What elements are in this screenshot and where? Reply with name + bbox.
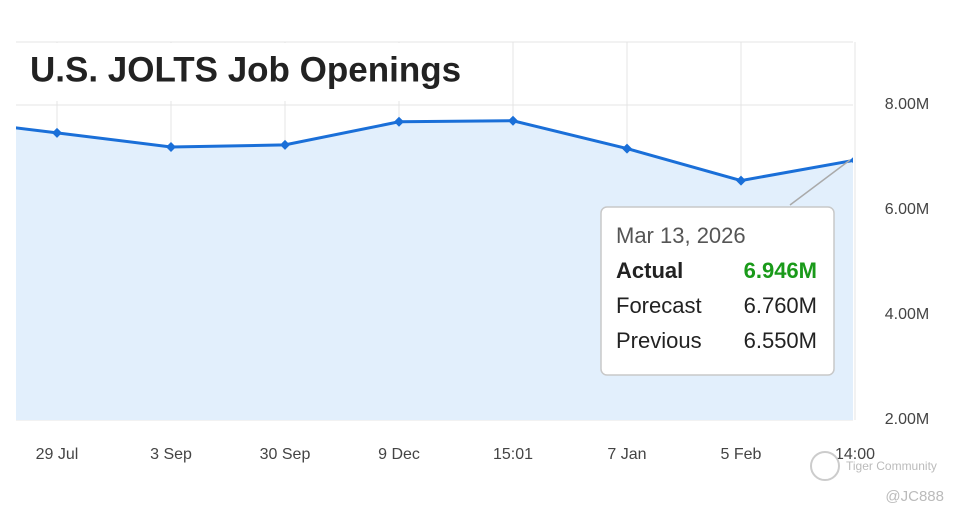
title-bg (16, 43, 506, 101)
tooltip-label: Forecast (616, 293, 702, 318)
watermark-user: @JC888 (885, 488, 944, 505)
point (622, 143, 632, 154)
chart-title: U.S. JOLTS Job Openings (30, 50, 461, 89)
tooltip-value: 6.946M (744, 258, 817, 283)
tooltip-pointer (789, 159, 851, 206)
tooltip-label: Actual (616, 258, 683, 283)
tooltip-date: Mar 13, 2026 (616, 223, 746, 248)
point (850, 157, 853, 164)
y-tick-label: 8.00M (885, 96, 929, 113)
tooltip-value: 6.760M (744, 293, 817, 318)
tooltip-value: 6.550M (744, 328, 817, 353)
watermark-brand: Tiger Community (846, 459, 937, 473)
x-tick-label: 5 Feb (721, 446, 762, 463)
watermark-logo (810, 451, 840, 481)
point (736, 175, 746, 186)
point (280, 139, 290, 150)
y-tick-label: 4.00M (885, 306, 929, 323)
y-tick-label: 6.00M (885, 201, 929, 218)
x-tick-label: 9 Dec (378, 446, 420, 463)
x-tick-label: 15:01 (493, 446, 533, 463)
tooltip-label: Previous (616, 328, 702, 353)
x-tick-label: 3 Sep (150, 446, 192, 463)
x-tick-label: 14:00 (835, 446, 875, 463)
x-tick-label: 29 Jul (36, 446, 79, 463)
point (52, 127, 62, 138)
point (394, 116, 404, 127)
point (508, 115, 518, 126)
x-tick-label: 7 Jan (607, 446, 646, 463)
y-tick-label: 2.00M (885, 411, 929, 428)
tooltip (600, 206, 835, 376)
point (166, 142, 176, 152)
x-tick-label: 30 Sep (260, 446, 311, 463)
